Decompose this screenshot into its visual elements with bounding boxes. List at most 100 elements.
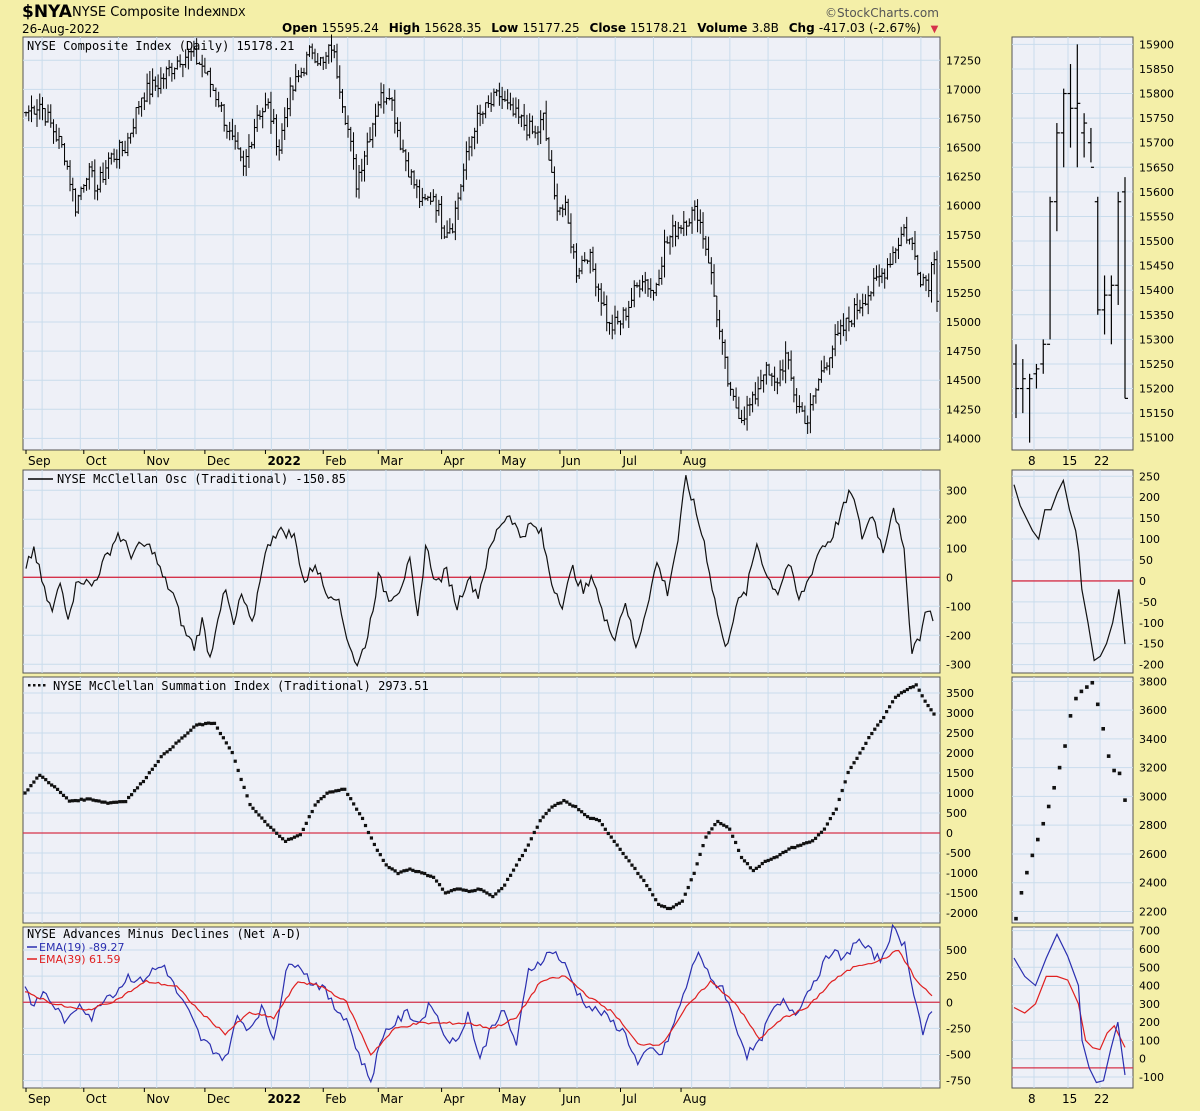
summation-point — [269, 825, 273, 829]
summation-panel-plot-area — [22, 676, 941, 924]
summation-point — [736, 848, 741, 853]
quote-label-chg: Chg — [788, 21, 819, 35]
side-osc-panel: -200 -150 -100 -50 0 50 100 150 200 250 — [1011, 469, 1164, 674]
summation-point — [642, 878, 646, 883]
y-tick-label: 14500 — [946, 374, 981, 387]
summation-point — [26, 788, 30, 792]
summation-point — [76, 799, 80, 803]
summation-point — [355, 807, 359, 811]
summation-point — [275, 831, 279, 835]
y-tick-label: -1500 — [946, 887, 978, 900]
quote-value-close: 15178.21 — [630, 21, 692, 35]
side-price-bar — [1067, 64, 1074, 148]
summation-point — [526, 843, 530, 847]
y-tick-label: 15700 — [1139, 137, 1174, 150]
summation-point — [390, 867, 394, 871]
summation-point — [671, 905, 676, 909]
summation-point — [834, 807, 838, 811]
y-tick-label: -100 — [946, 600, 971, 613]
y-tick-label: 700 — [1139, 925, 1160, 938]
summation-point — [905, 687, 909, 692]
summation-point — [565, 800, 569, 804]
summation-point — [760, 861, 764, 866]
summation-point — [668, 906, 673, 911]
y-tick-label: 3000 — [946, 707, 974, 720]
summation-point — [366, 830, 371, 835]
summation-point — [292, 835, 297, 839]
x-tick-label: Apr — [444, 1092, 465, 1106]
summation-point — [233, 759, 237, 763]
summation-point — [443, 891, 448, 895]
summation-point — [674, 903, 679, 907]
summation-point — [775, 855, 779, 859]
side-price-bar — [1081, 113, 1088, 158]
summation-point — [53, 785, 57, 789]
summation-point — [189, 728, 193, 732]
summation-point — [236, 768, 240, 773]
summation-point — [710, 827, 714, 831]
quote-label-low: Low — [491, 21, 523, 35]
summation-point — [266, 823, 270, 827]
summation-point — [766, 858, 770, 863]
summation-point — [301, 827, 305, 832]
quote-label-open: Open — [282, 21, 322, 35]
x-tick-label: Aug — [683, 1092, 706, 1106]
summation-point — [47, 781, 51, 785]
advance-decline-title: NYSE Advances Minus Declines (Net A-D) — [27, 927, 302, 941]
side-summation-point — [1052, 785, 1056, 790]
summation-point — [476, 887, 480, 891]
quote-label-volume: Volume — [697, 21, 752, 35]
y-tick-label: 17250 — [946, 54, 981, 67]
summation-point — [432, 875, 436, 879]
summation-point — [713, 822, 717, 827]
summation-point — [870, 731, 874, 736]
price-bar — [935, 250, 939, 312]
legend-swatch — [33, 684, 36, 687]
summation-point — [793, 845, 797, 850]
summation-point — [180, 736, 184, 740]
y-tick-label: 250 — [946, 970, 967, 983]
summation-point — [162, 752, 166, 756]
summation-point — [887, 705, 892, 709]
side-summation-point — [1101, 726, 1105, 731]
y-tick-label: 400 — [1139, 980, 1160, 993]
summation-point — [283, 839, 288, 843]
y-tick-label: 250 — [1139, 470, 1160, 483]
legend-swatch — [43, 684, 46, 687]
y-tick-label: 15750 — [946, 229, 981, 242]
summation-point — [882, 715, 886, 720]
y-tick-label: 15200 — [1139, 383, 1174, 396]
y-tick-label: -200 — [946, 629, 971, 642]
side-summation-point — [1030, 853, 1035, 858]
y-tick-label: 15250 — [1139, 358, 1174, 371]
side-summation-point — [1036, 837, 1040, 842]
summation-point — [482, 889, 486, 893]
price-panel-plot-area — [22, 36, 941, 451]
side-x-tick-label: 22 — [1094, 1092, 1109, 1106]
summation-point — [97, 799, 101, 803]
summation-point — [739, 855, 744, 860]
summation-point — [506, 877, 510, 882]
summation-point — [121, 800, 125, 804]
summation-point — [852, 761, 856, 765]
summation-point — [230, 750, 234, 755]
side-x-tick-label: 8 — [1028, 1092, 1036, 1106]
summation-point — [725, 825, 729, 829]
summation-point — [837, 797, 841, 802]
x-tick-label: Feb — [325, 1092, 346, 1106]
y-tick-label: 15600 — [1139, 186, 1174, 199]
side-price-bar — [1019, 359, 1026, 414]
summation-point — [704, 835, 708, 839]
summation-point — [67, 799, 72, 803]
summation-point — [82, 798, 86, 802]
summation-point — [680, 899, 684, 903]
summation-point — [132, 789, 137, 793]
stockcharts-brand[interactable]: ©StockCharts.com — [825, 6, 939, 20]
y-tick-label: 15650 — [1139, 161, 1174, 174]
summation-point — [585, 815, 590, 819]
y-tick-label: 100 — [946, 542, 967, 555]
summation-point — [621, 851, 625, 856]
y-tick-label: 0 — [1139, 1053, 1146, 1066]
side-summation-point — [1057, 765, 1062, 770]
side-ema19-line — [1013, 932, 1126, 1084]
